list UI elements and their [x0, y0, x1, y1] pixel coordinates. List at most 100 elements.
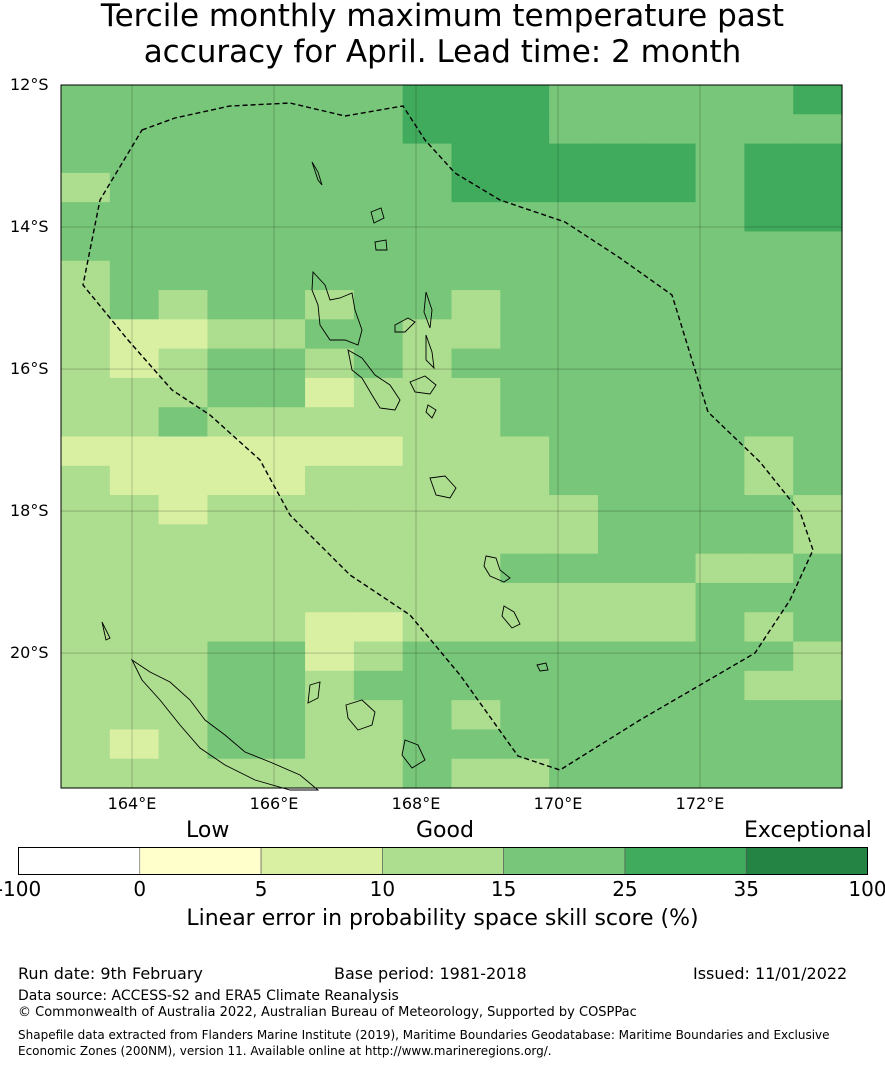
skill-cell — [646, 758, 697, 789]
skill-cell — [109, 377, 160, 408]
skill-cell — [500, 290, 550, 320]
skill-cell — [646, 641, 697, 672]
colorbar-segment — [260, 847, 383, 875]
skill-cell — [256, 436, 306, 467]
skill-cell — [646, 143, 697, 174]
issued-date: Issued: 11/01/2022 — [693, 964, 848, 983]
skill-cell — [695, 436, 745, 467]
skill-cell — [744, 143, 794, 174]
skill-cell — [549, 172, 599, 203]
skill-cell — [158, 700, 209, 731]
island-tanna — [501, 605, 521, 629]
skill-cell — [256, 114, 306, 145]
colorbar — [18, 847, 868, 875]
skill-cell — [451, 143, 501, 174]
skill-cell — [402, 465, 453, 496]
skill-cell — [305, 319, 355, 350]
skill-cell — [256, 231, 306, 262]
skill-cell — [256, 348, 306, 379]
skill-cell — [158, 670, 209, 701]
skill-cell — [597, 670, 648, 701]
skill-cell — [793, 495, 843, 525]
skill-cell — [793, 202, 843, 233]
skill-cell — [158, 202, 209, 233]
skill-cell — [646, 524, 697, 555]
skill-cell — [402, 729, 453, 760]
skill-cell — [793, 700, 843, 731]
skill-cell — [61, 495, 111, 525]
skill-cell — [402, 260, 453, 291]
skill-cell — [500, 202, 550, 233]
island-ambae — [394, 317, 416, 333]
skill-cell — [695, 465, 745, 496]
skill-cell — [549, 377, 599, 408]
skill-cell — [109, 143, 160, 174]
skill-cell — [109, 495, 160, 525]
lon-tick-label: 168°E — [391, 794, 441, 813]
skill-cell — [744, 582, 794, 613]
skill-cell — [158, 290, 209, 320]
skill-cell — [744, 465, 794, 496]
skill-grid — [61, 85, 843, 789]
skill-cell — [353, 495, 404, 525]
island-efate — [429, 475, 457, 499]
skill-cell — [207, 524, 257, 555]
skill-cell — [597, 319, 648, 350]
colorbar-tick-label: 35 — [733, 877, 759, 901]
skill-cell — [61, 641, 111, 672]
skill-cell — [158, 553, 209, 584]
colorbar-segment — [18, 847, 141, 875]
skill-cell — [109, 700, 160, 731]
skill-cell — [305, 758, 355, 789]
skill-cell — [61, 436, 111, 467]
skill-cell — [744, 553, 794, 584]
skill-cell — [646, 612, 697, 643]
skill-cell — [695, 348, 745, 379]
skill-cell — [402, 758, 453, 789]
skill-cell — [207, 114, 257, 145]
skill-cell — [402, 290, 453, 320]
skill-cell — [451, 612, 501, 643]
skill-cell — [793, 436, 843, 467]
skill-cell — [744, 670, 794, 701]
skill-cell — [353, 260, 404, 291]
skill-cell — [109, 319, 160, 350]
skill-cell — [793, 114, 843, 145]
skill-cell — [61, 700, 111, 731]
lat-tick-label: 16°S — [10, 359, 49, 379]
skill-cell — [256, 85, 306, 115]
eez-boundary — [82, 102, 814, 771]
skill-cell — [549, 582, 599, 613]
skill-cell — [793, 729, 843, 760]
skill-cell — [353, 582, 404, 613]
skill-cell — [744, 436, 794, 467]
lat-tick-label: 14°S — [10, 217, 49, 237]
skill-cell — [744, 172, 794, 203]
skill-cell — [695, 758, 745, 789]
skill-cell — [646, 670, 697, 701]
skill-cell — [549, 407, 599, 438]
skill-cell — [451, 348, 501, 379]
skill-cell — [158, 348, 209, 379]
skill-cell — [305, 231, 355, 262]
skill-cell — [646, 85, 697, 115]
skill-cell — [597, 700, 648, 731]
skill-cell — [305, 495, 355, 525]
skill-cell — [695, 700, 745, 731]
skill-cell — [500, 114, 550, 145]
skill-cell — [695, 612, 745, 643]
skill-cell — [353, 758, 404, 789]
skill-cell — [500, 641, 550, 672]
skill-cell — [451, 202, 501, 233]
skill-cell — [305, 641, 355, 672]
skill-cell — [207, 758, 257, 789]
skill-cell — [109, 114, 160, 145]
skill-cell — [207, 495, 257, 525]
skill-cell — [207, 348, 257, 379]
skill-cell — [695, 553, 745, 584]
skill-cell — [256, 407, 306, 438]
skill-cell — [61, 172, 111, 203]
skill-cell — [402, 670, 453, 701]
skill-cell — [597, 231, 648, 262]
colorbar-tick-label: 25 — [612, 877, 638, 901]
